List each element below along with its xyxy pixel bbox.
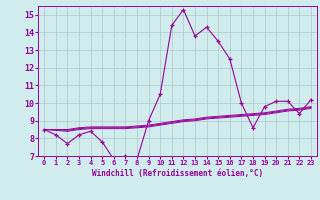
X-axis label: Windchill (Refroidissement éolien,°C): Windchill (Refroidissement éolien,°C) <box>92 169 263 178</box>
